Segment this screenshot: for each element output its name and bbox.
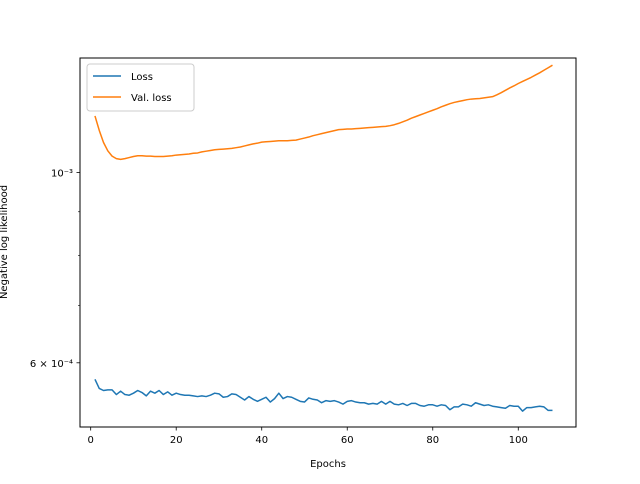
x-axis-label: Epochs <box>310 459 346 470</box>
legend-label-loss: Loss <box>131 72 153 83</box>
y-tick-label: 6 × 10⁻⁴ <box>30 359 73 370</box>
x-tick-label: 100 <box>509 435 528 446</box>
x-tick-label: 20 <box>170 435 183 446</box>
legend-label-val-loss: Val. loss <box>131 93 172 104</box>
y-axis-label: Negative log likelihood <box>0 185 10 299</box>
y-tick-label: 10⁻³ <box>51 169 73 180</box>
plot-frame <box>79 57 577 428</box>
series-line-val-loss <box>94 64 553 161</box>
x-tick-label: 0 <box>88 435 94 446</box>
x-tick-label: 80 <box>426 435 439 446</box>
x-tick-label: 60 <box>341 435 354 446</box>
series-line-loss <box>94 378 553 412</box>
x-tick-label: 40 <box>255 435 268 446</box>
legend: Loss Val. loss <box>86 63 195 112</box>
